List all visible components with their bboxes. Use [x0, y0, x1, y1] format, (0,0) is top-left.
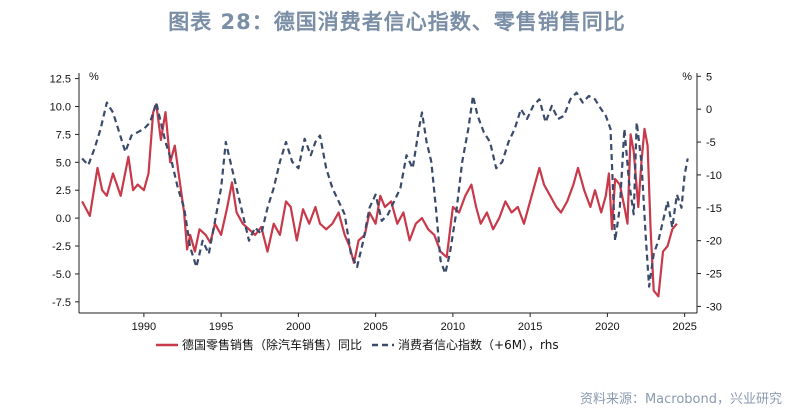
right-tick-label: -30 — [706, 301, 722, 313]
consumer-confidence-line — [81, 91, 689, 288]
right-tick-label: 0 — [706, 104, 712, 116]
chart-axes: % % -7.5 -5.0 -2.5 0.0 2.5 5.0 7.5 10.0 12.5 -30 -25… — [50, 71, 722, 333]
left-tick-label: -5.0 — [52, 269, 71, 281]
left-tick-label: -7.5 — [52, 297, 71, 309]
left-axis-unit: % — [89, 71, 99, 83]
right-tick-label: 5 — [706, 71, 712, 83]
x-tick-label: 2020 — [595, 321, 619, 333]
left-tick-label: 7.5 — [56, 129, 71, 141]
x-tick-label: 1995 — [209, 321, 233, 333]
x-tick-label: 2000 — [286, 321, 310, 333]
legend-label-2: 消费者信心指数（+6M），rhs — [398, 337, 559, 352]
left-tick-label: 12.5 — [50, 74, 71, 86]
left-tick-label: -2.5 — [52, 241, 71, 253]
right-tick-label: -15 — [706, 203, 722, 215]
chart-series — [81, 91, 689, 298]
left-tick-label: 10.0 — [50, 101, 71, 113]
x-tick-label: 2015 — [518, 321, 542, 333]
left-tick-label: 2.5 — [56, 185, 71, 197]
retail-sales-line — [81, 103, 678, 298]
right-tick-label: -10 — [706, 170, 722, 182]
x-tick-label: 1990 — [132, 321, 156, 333]
right-axis-unit: % — [682, 71, 692, 83]
right-tick-label: -5 — [706, 137, 716, 149]
source-note: 资料来源：Macrobond，兴业研究 — [579, 392, 782, 407]
legend-label-1: 德国零售销售（除汽车销售）同比 — [182, 337, 362, 352]
x-tick-label: 2025 — [672, 321, 696, 333]
x-tick-label: 2005 — [363, 321, 387, 333]
right-tick-label: -25 — [706, 269, 722, 281]
chart-title: 图表 28：德国消费者信心指数、零售销售同比 — [168, 10, 626, 34]
chart-legend: 德国零售销售（除汽车销售）同比 消费者信心指数（+6M），rhs — [156, 337, 559, 352]
left-tick-label: 0.0 — [56, 213, 71, 225]
right-tick-label: -20 — [706, 236, 722, 248]
x-tick-label: 2010 — [441, 321, 465, 333]
left-tick-label: 5.0 — [56, 157, 71, 169]
